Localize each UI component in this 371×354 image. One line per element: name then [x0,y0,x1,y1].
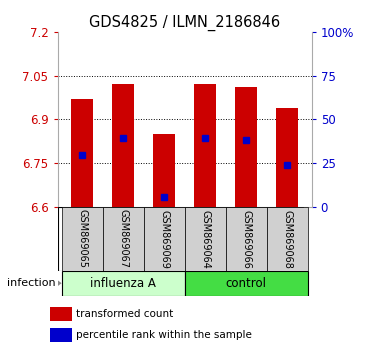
Text: GSM869068: GSM869068 [282,210,292,268]
FancyBboxPatch shape [226,207,266,271]
Text: percentile rank within the sample: percentile rank within the sample [76,330,252,341]
Bar [276,108,298,207]
FancyBboxPatch shape [144,207,185,271]
FancyBboxPatch shape [103,207,144,271]
Polygon shape [57,280,62,287]
Bar [153,134,175,207]
Title: GDS4825 / ILMN_2186846: GDS4825 / ILMN_2186846 [89,14,280,30]
Bar [194,84,216,207]
FancyBboxPatch shape [62,271,185,296]
Text: GSM869066: GSM869066 [241,210,251,268]
FancyBboxPatch shape [266,207,308,271]
Bar [235,87,257,207]
Text: transformed count: transformed count [76,309,174,319]
Text: GSM869065: GSM869065 [77,210,87,268]
Text: GSM869067: GSM869067 [118,210,128,268]
Bar [112,84,134,207]
Bar [50,307,72,321]
FancyBboxPatch shape [62,207,103,271]
FancyBboxPatch shape [185,207,226,271]
Text: infection: infection [7,278,55,288]
FancyBboxPatch shape [185,271,308,296]
Bar [71,99,93,207]
Bar [50,329,72,343]
Text: control: control [226,277,266,290]
Text: GSM869069: GSM869069 [159,210,169,268]
Text: influenza A: influenza A [90,277,156,290]
Text: GSM869064: GSM869064 [200,210,210,268]
